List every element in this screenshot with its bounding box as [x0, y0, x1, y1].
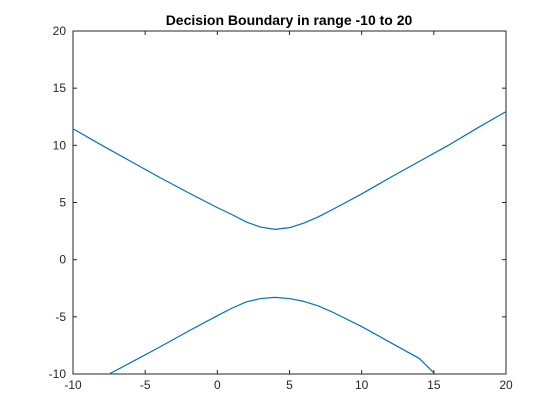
- y-tick-label: 0: [59, 253, 66, 267]
- y-tick-label: 5: [59, 196, 66, 210]
- plot-area: -10 -5 0 5 10 15 20 -10 -5 0 5 10 15 20: [49, 24, 513, 392]
- y-tick-label: 15: [53, 81, 67, 95]
- lower-boundary-line: [108, 296, 435, 375]
- x-tick-label: 0: [214, 378, 221, 392]
- y-tick-label: -5: [55, 310, 66, 324]
- x-tick-label: -10: [64, 378, 82, 392]
- x-tick-label: 5: [286, 378, 293, 392]
- x-tick-label: 10: [355, 378, 369, 392]
- x-tick-label: -5: [140, 378, 151, 392]
- y-tick-label: 20: [53, 24, 67, 38]
- y-tick-label: 10: [53, 138, 67, 152]
- tick-layer: -10 -5 0 5 10 15 20 -10 -5 0 5 10 15 20: [49, 24, 513, 392]
- x-tick-label: 20: [499, 378, 513, 392]
- x-tick-label: 15: [427, 378, 441, 392]
- upper-boundary-line: [72, 111, 507, 230]
- series-layer: [72, 111, 507, 375]
- axes-box: [72, 30, 507, 375]
- chart-title: Decision Boundary in range -10 to 20: [166, 12, 413, 28]
- y-tick-label: -10: [49, 367, 67, 381]
